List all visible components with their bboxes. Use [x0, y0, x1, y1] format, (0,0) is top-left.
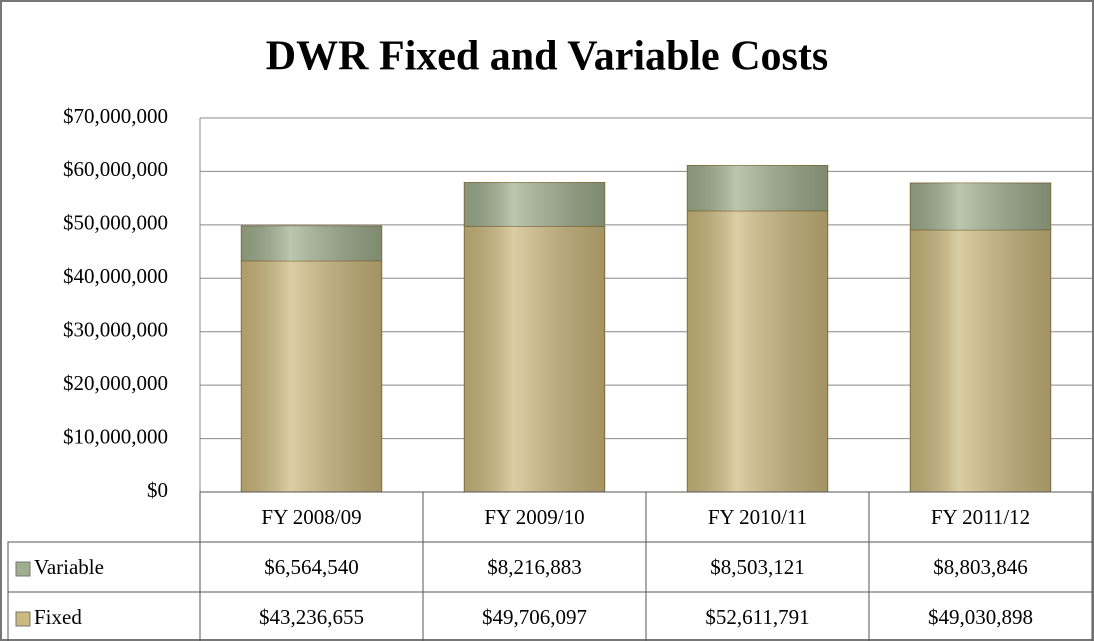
legend-label: Variable: [34, 555, 104, 579]
x-tick-label: FY 2011/12: [931, 505, 1030, 529]
y-tick-label: $20,000,000: [63, 371, 168, 395]
x-tick-label: FY 2009/10: [484, 505, 584, 529]
y-tick-label: $30,000,000: [63, 318, 168, 342]
table-value: $49,706,097: [482, 605, 587, 629]
bar-shine: [910, 230, 1051, 492]
table-value: $43,236,655: [259, 605, 364, 629]
chart-title: DWR Fixed and Variable Costs: [266, 34, 828, 80]
y-tick-label: $40,000,000: [63, 264, 168, 288]
legend-label: Fixed: [34, 605, 82, 629]
bar-shine: [910, 182, 1051, 231]
table-value: $8,503,121: [710, 555, 805, 579]
legend-key: [15, 561, 31, 577]
bar-shine: [687, 210, 828, 492]
table-value: $6,564,540: [264, 555, 359, 579]
bar-shine: [464, 226, 605, 492]
y-tick-label: $0: [147, 478, 168, 502]
table-value: $52,611,791: [705, 605, 809, 629]
x-tick-label: FY 2010/11: [708, 505, 807, 529]
table-value: $49,030,898: [928, 605, 1033, 629]
bar-shine: [687, 165, 828, 211]
table-value: $8,216,883: [487, 555, 582, 579]
bar-shine: [241, 225, 382, 261]
y-tick-label: $60,000,000: [63, 157, 168, 181]
bar-shine: [464, 182, 605, 227]
x-tick-label: FY 2008/09: [261, 505, 361, 529]
table-value: $8,803,846: [933, 555, 1028, 579]
bar-shine: [241, 260, 382, 492]
y-tick-label: $70,000,000: [63, 104, 168, 128]
legend-key: [15, 611, 31, 627]
y-tick-label: $10,000,000: [63, 424, 168, 448]
y-tick-label: $50,000,000: [63, 211, 168, 235]
